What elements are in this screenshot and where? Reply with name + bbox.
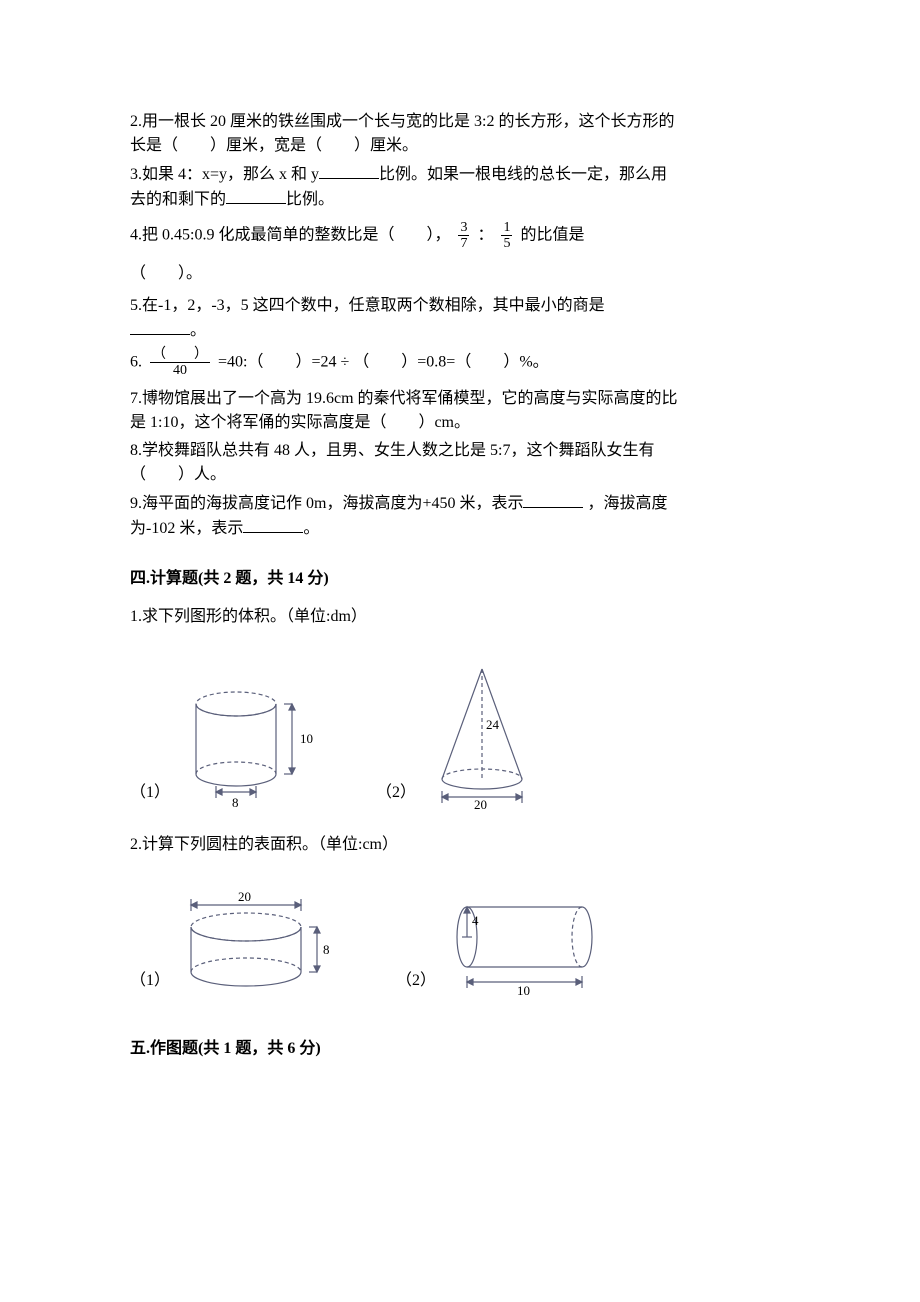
q5-part-b: 。 xyxy=(190,322,206,339)
question-2: 2.用一根长 20 厘米的铁丝围成一个长与宽的比是 3:2 的长方形，这个长方形… xyxy=(130,110,790,158)
q7-line2: 是 1:10，这个将军俑的实际高度是（ ）cm。 xyxy=(130,414,470,431)
q6-frac-den: 40 xyxy=(150,363,210,378)
question-5: 5.在-1，2，-3，5 这四个数中，任意取两个数相除，其中最小的商是 。 xyxy=(130,294,790,343)
short-cylinder-icon: 20 8 xyxy=(176,887,346,997)
sec4-p1-text: 1.求下列图形的体积。（单位:dm） xyxy=(130,605,790,629)
question-4: 4.把 0.45:0.9 化成最简单的整数比是（ ）， 3 7 ： 1 5 的比… xyxy=(130,220,790,286)
q9-part-a: 9.海平面的海拔高度记作 0m，海拔高度为+450 米，表示 xyxy=(130,495,523,512)
q2-line2: 长是（ ）厘米，宽是（ ）厘米。 xyxy=(130,137,418,154)
q5-part-a: 5.在-1，2，-3，5 这四个数中，任意取两个数相除，其中最小的商是 xyxy=(130,297,605,314)
q6-frac-num: （ ） xyxy=(150,347,210,363)
sec4-p2-text: 2.计算下列圆柱的表面积。（单位:cm） xyxy=(130,833,790,857)
question-9: 9.海平面的海拔高度记作 0m，海拔高度为+450 米，表示 ，海拔高度 为-1… xyxy=(130,491,790,541)
q8-line2: （ ）人。 xyxy=(130,466,226,483)
question-7: 7.博物馆展出了一个高为 19.6cm 的秦代将军俑模型，它的高度与实际高度的比… xyxy=(130,387,790,435)
q9-blank-1 xyxy=(523,491,583,508)
lying-cyl-radius-val: 4 xyxy=(472,913,479,928)
page: 2.用一根长 20 厘米的铁丝围成一个长与宽的比是 3:2 的长方形，这个长方形… xyxy=(0,0,920,1302)
q4-frac2-num: 1 xyxy=(501,220,512,235)
sec4-p2-figs: （1） xyxy=(130,887,790,997)
q4-part-b: 的比值是 xyxy=(520,227,584,244)
lying-cyl-len-val: 10 xyxy=(517,983,530,997)
section-4-title: 四.计算题(共 2 题，共 14 分) xyxy=(130,567,790,591)
q4-colon: ： xyxy=(477,227,497,244)
sec4-p2-fig1-label: （1） xyxy=(130,969,170,993)
section-5-title: 五.作图题(共 1 题，共 6 分) xyxy=(130,1037,790,1061)
short-cyl-side-val: 8 xyxy=(323,942,330,957)
cone-height-val: 24 xyxy=(486,717,500,732)
q4-frac1-den: 7 xyxy=(458,235,469,251)
q2-line1: 2.用一根长 20 厘米的铁丝围成一个长与宽的比是 3:2 的长方形，这个长方形… xyxy=(130,113,674,130)
q6-part-a: 6. xyxy=(130,353,146,370)
sec4-p2-fig1-wrap: （1） xyxy=(130,887,346,997)
cone-icon: 24 20 xyxy=(422,659,562,809)
q3-part-b: 比例。如果一根电线的总长一定，那么用 xyxy=(379,166,667,183)
cone-diam-val: 20 xyxy=(474,797,487,809)
q8-line1: 8.学校舞蹈队总共有 48 人，且男、女生人数之比是 5:7，这个舞蹈队女生有 xyxy=(130,442,654,459)
q7-line1: 7.博物馆展出了一个高为 19.6cm 的秦代将军俑模型，它的高度与实际高度的比 xyxy=(130,390,678,407)
sec4-p1-fig2-wrap: （2） 24 20 xyxy=(376,659,562,809)
sec4-p2-fig2-label: （2） xyxy=(396,969,436,993)
q3-blank-2 xyxy=(226,187,286,204)
q3-part-c: 去的和剩下的 xyxy=(130,191,226,208)
cyl-diam-val: 8 xyxy=(232,795,239,809)
cyl-height-val: 10 xyxy=(300,731,313,746)
q9-part-c: 为-102 米，表示 xyxy=(130,520,243,537)
sec4-p1-fig1-label: （1） xyxy=(130,781,170,805)
q4-frac-2: 1 5 xyxy=(501,220,512,252)
q3-part-d: 比例。 xyxy=(286,191,334,208)
q6-frac: （ ） 40 xyxy=(150,347,210,379)
question-3: 3.如果 4：x=y，那么 x 和 y 比例。如果一根电线的总长一定，那么用 去的… xyxy=(130,162,790,212)
q4-part-a: 4.把 0.45:0.9 化成最简单的整数比是（ ）， xyxy=(130,227,450,244)
q3-part-a: 3.如果 4：x=y，那么 x 和 y xyxy=(130,166,319,183)
q4-frac-1: 3 7 xyxy=(458,220,469,252)
q4-frac2-den: 5 xyxy=(501,235,512,251)
question-6: 6. （ ） 40 =40:（ ）=24 ÷ （ ）=0.8=（ ）%。 xyxy=(130,347,790,379)
q9-part-b: ，海拔高度 xyxy=(583,495,667,512)
sec4-p2-fig2-wrap: （2） xyxy=(396,887,622,997)
sec4-p1-figs: （1） xyxy=(130,659,790,809)
q5-blank xyxy=(130,318,190,335)
sec4-p1-fig1-wrap: （1） xyxy=(130,679,326,809)
q4-line2: （ ）。 xyxy=(130,262,790,286)
short-cyl-top-val: 20 xyxy=(238,889,251,904)
q9-part-d: 。 xyxy=(303,520,319,537)
q4-frac1-num: 3 xyxy=(458,220,469,235)
cylinder-icon: 10 8 xyxy=(176,679,326,809)
q9-blank-2 xyxy=(243,516,303,533)
lying-cylinder-icon: 4 10 xyxy=(442,887,622,997)
question-8: 8.学校舞蹈队总共有 48 人，且男、女生人数之比是 5:7，这个舞蹈队女生有 … xyxy=(130,439,790,487)
q6-part-b: =40:（ ）=24 ÷ （ ）=0.8=（ ）%。 xyxy=(218,353,549,370)
sec4-p1-fig2-label: （2） xyxy=(376,781,416,805)
q3-blank-1 xyxy=(319,162,379,179)
